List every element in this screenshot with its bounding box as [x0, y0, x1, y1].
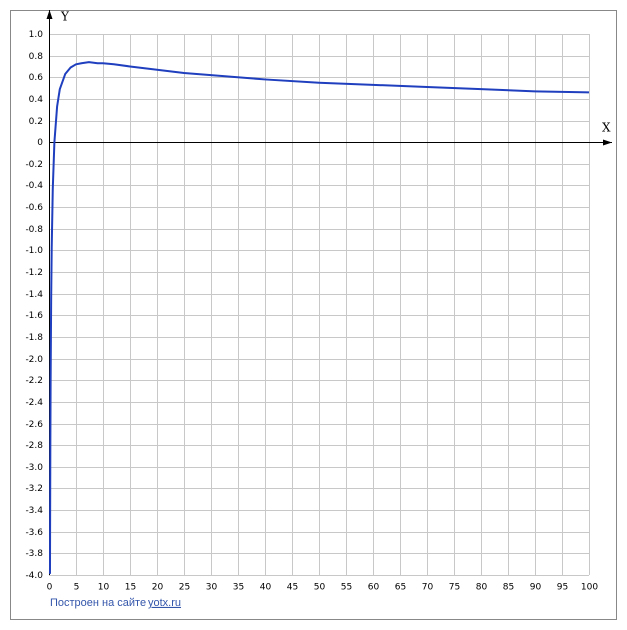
- x-tick-label: 35: [233, 583, 244, 593]
- y-tick-label: -2.6: [25, 420, 43, 430]
- y-tick-label: -1.0: [25, 246, 43, 256]
- x-tick-label: 100: [581, 583, 598, 593]
- y-tick-label: 1.0: [29, 30, 44, 40]
- y-tick-label: -3.8: [25, 549, 43, 559]
- x-tick-label: 90: [530, 583, 542, 593]
- x-tick-label: 25: [179, 583, 190, 593]
- x-tick-label: 55: [341, 583, 352, 593]
- y-tick-label: -3.4: [25, 506, 43, 516]
- y-tick-label: -1.4: [25, 290, 43, 300]
- y-tick-label: -2.8: [25, 441, 43, 451]
- y-tick-label: 0.4: [29, 95, 44, 105]
- y-tick-label: 0.2: [29, 117, 43, 127]
- y-tick-label: -3.2: [25, 484, 43, 494]
- y-tick-label: -0.2: [25, 160, 43, 170]
- x-tick-label: 30: [206, 583, 218, 593]
- y-tick-label: -0.6: [25, 203, 43, 213]
- y-tick-label: -3.0: [25, 463, 43, 473]
- x-tick-label: 75: [449, 583, 460, 593]
- x-tick-label: 85: [503, 583, 514, 593]
- x-tick-label: 50: [314, 583, 326, 593]
- y-tick-label: -2.4: [25, 398, 43, 408]
- x-tick-label: 60: [368, 583, 380, 593]
- x-tick-label: 0: [47, 583, 53, 593]
- y-tick-label: 0.8: [29, 52, 44, 62]
- x-tick-label: 5: [74, 583, 80, 593]
- x-axis-label: X: [602, 121, 611, 135]
- x-tick-label: 80: [476, 583, 488, 593]
- y-tick-label: 0: [37, 138, 43, 148]
- x-tick-label: 70: [422, 583, 434, 593]
- y-tick-label: -4.0: [25, 571, 43, 581]
- x-tick-label: 45: [287, 583, 298, 593]
- y-tick-label: 0.6: [29, 73, 44, 83]
- y-axis-arrow: [46, 10, 53, 19]
- data-line: [48, 61, 590, 574]
- y-tick-label: -2.2: [25, 376, 43, 386]
- x-tick-label: 95: [557, 583, 568, 593]
- y-tick-label: -0.8: [25, 225, 43, 235]
- y-tick-label: -2.0: [25, 355, 43, 365]
- x-tick-label: 40: [260, 583, 272, 593]
- y-tick-label: -1.2: [25, 268, 43, 278]
- x-tick-label: 15: [125, 583, 136, 593]
- y-tick-label: -1.6: [25, 311, 43, 321]
- y-tick-label: -3.6: [25, 528, 43, 538]
- footer-link[interactable]: yotx.ru: [148, 597, 181, 609]
- x-tick-label: 10: [98, 583, 110, 593]
- y-axis-label: Y: [60, 10, 70, 24]
- y-tick-label: -1.8: [25, 333, 43, 343]
- x-axis-arrow: [603, 139, 612, 146]
- x-tick-label: 20: [152, 583, 164, 593]
- y-tick-label: -0.4: [25, 181, 43, 191]
- x-tick-label: 65: [395, 583, 406, 593]
- footer-text: Построен на сайте: [50, 597, 146, 609]
